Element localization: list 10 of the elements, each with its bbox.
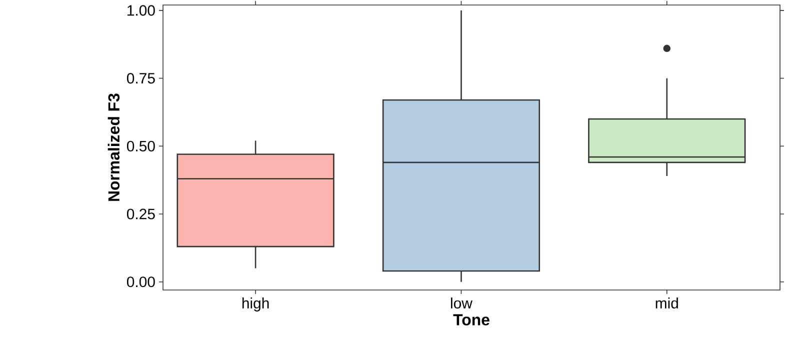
y-tick-label: 0.75: [126, 72, 155, 84]
y-tick-label: 0.25: [126, 208, 155, 220]
x-axis-title: Tone: [453, 314, 490, 326]
x-tick-label: mid: [656, 298, 678, 308]
y-axis-title: Normalized F3: [108, 94, 120, 201]
y-tick-label: 1.00: [128, 5, 155, 16]
y-tick-label: 0.00: [126, 276, 155, 288]
y-tick-label: 0.50: [126, 140, 155, 152]
x-tick-label: low: [451, 298, 472, 308]
x-tick-label: high: [242, 298, 269, 312]
